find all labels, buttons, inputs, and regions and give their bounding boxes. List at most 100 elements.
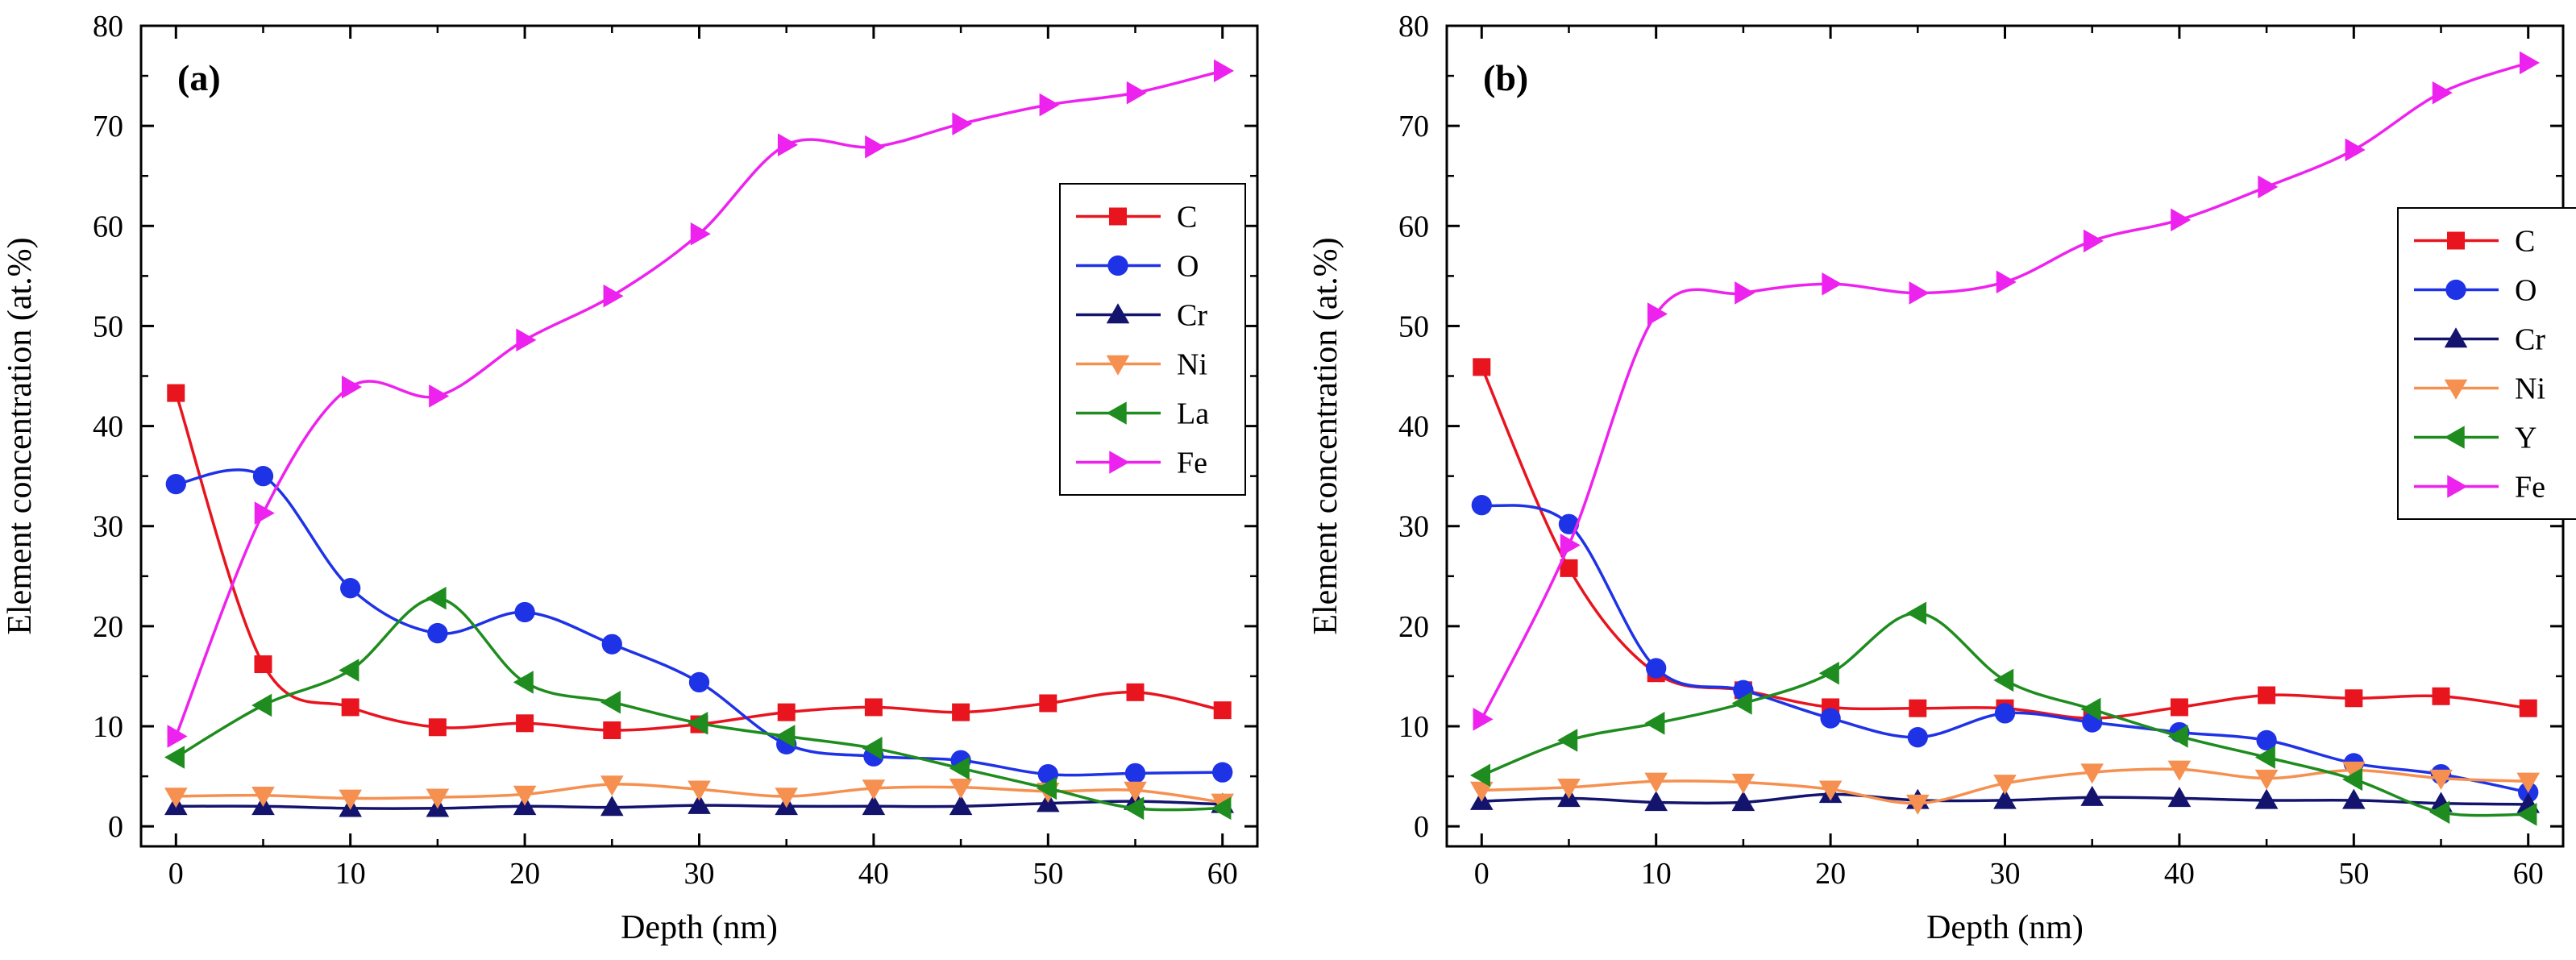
data-point-o — [514, 601, 535, 623]
x-tick-label: 0 — [1474, 857, 1490, 891]
panel-label: (b) — [1483, 57, 1528, 98]
data-point-o — [340, 578, 361, 599]
data-point-c — [864, 698, 883, 717]
legend-label-la: La — [1177, 397, 1209, 431]
data-point-y — [2080, 697, 2101, 721]
data-point-ni — [1731, 773, 1755, 794]
legend-marker-o — [2445, 279, 2466, 301]
data-point-fe — [690, 222, 711, 246]
data-point-fe — [2083, 229, 2104, 253]
data-point-la — [775, 725, 796, 748]
y-tick-label: 20 — [93, 610, 123, 644]
y-axis-label: Element concentration (at.%) — [2, 237, 39, 634]
data-point-cr — [2342, 788, 2366, 809]
data-point-ni — [2254, 769, 2279, 790]
data-point-cr — [2254, 788, 2279, 809]
data-point-ni — [1557, 779, 1581, 800]
data-point-ni — [513, 785, 537, 806]
data-point-cr — [949, 795, 973, 816]
y-tick-label: 60 — [1398, 210, 1429, 243]
data-point-c — [341, 698, 359, 717]
data-point-la — [251, 693, 272, 717]
data-point-ni — [1818, 780, 1843, 801]
data-point-c — [2345, 689, 2363, 708]
data-point-c — [1473, 358, 1491, 376]
data-point-cr — [2167, 787, 2192, 808]
data-point-o — [1907, 727, 1928, 748]
data-point-fe — [1126, 81, 1147, 105]
data-point-cr — [688, 793, 711, 814]
data-point-y — [1557, 729, 1578, 752]
data-point-ni — [600, 775, 624, 796]
data-point-fe — [2432, 81, 2453, 105]
series-line-o — [1481, 503, 2529, 794]
data-point-fe — [1473, 708, 1494, 731]
x-tick-label: 10 — [335, 857, 366, 891]
data-point-c — [952, 703, 970, 721]
data-point-fe — [341, 375, 362, 399]
y-tick-label: 30 — [1398, 510, 1429, 544]
y-tick-label: 40 — [93, 410, 123, 444]
data-point-fe — [777, 133, 799, 157]
x-tick-label: 30 — [684, 857, 715, 891]
data-point-o — [1820, 708, 1841, 729]
legend-box — [2397, 207, 2576, 520]
data-point-ni — [2167, 760, 2192, 781]
y-tick-label: 50 — [1398, 310, 1429, 343]
data-point-fe — [2171, 208, 2192, 232]
data-point-y — [1993, 668, 2014, 692]
data-point-y — [1644, 712, 1665, 735]
data-point-ni — [2080, 763, 2104, 784]
data-point-y — [2516, 802, 2537, 826]
data-point-fe — [516, 328, 537, 352]
data-point-la — [164, 746, 185, 769]
data-point-fe — [1213, 59, 1235, 83]
data-point-y — [2342, 767, 2363, 792]
data-point-c — [777, 703, 796, 721]
x-tick-label: 40 — [2164, 857, 2195, 891]
x-tick-label: 50 — [2338, 857, 2369, 891]
data-point-fe — [1909, 281, 1930, 305]
legend-marker-fe — [2447, 475, 2468, 498]
series-line-fe — [174, 69, 1224, 738]
legend-marker-y — [2444, 426, 2465, 449]
data-point-cr — [2080, 785, 2104, 806]
x-tick-label: 60 — [2513, 857, 2544, 891]
data-point-o — [165, 473, 186, 495]
legend-marker-ni — [1106, 355, 1130, 376]
data-point-ni — [949, 779, 973, 800]
legend-marker-cr — [2444, 327, 2468, 348]
data-point-o — [2256, 729, 2277, 751]
data-point-fe — [1822, 272, 1843, 296]
data-point-y — [1818, 661, 1839, 685]
legend-label-fe: Fe — [1177, 447, 1207, 480]
data-point-o — [601, 634, 622, 655]
data-point-fe — [254, 501, 275, 525]
y-tick-label: 0 — [1414, 810, 1429, 844]
data-point-o — [1471, 495, 1492, 516]
data-point-y — [1731, 692, 1752, 715]
data-point-fe — [2258, 175, 2279, 199]
data-point-o — [1212, 762, 1233, 783]
data-point-fe — [429, 384, 450, 408]
y-tick-label: 80 — [1398, 10, 1429, 44]
data-point-y — [2167, 725, 2188, 748]
data-point-c — [1039, 694, 1057, 713]
x-tick-label: 40 — [858, 857, 889, 891]
data-point-fe — [2345, 138, 2366, 162]
data-point-ni — [775, 788, 799, 808]
data-point-ni — [1469, 781, 1494, 802]
legend-marker-cr — [1106, 303, 1130, 324]
data-point-fe — [167, 725, 188, 748]
data-point-o — [688, 671, 710, 693]
panel-label: (a) — [177, 57, 221, 98]
data-point-c — [428, 718, 447, 737]
data-point-ni — [2516, 772, 2541, 793]
data-point-o — [252, 466, 274, 487]
data-point-la — [513, 671, 534, 694]
data-point-cr — [1993, 788, 2017, 809]
x-tick-label: 20 — [509, 857, 540, 891]
data-point-o — [1124, 763, 1146, 784]
data-point-c — [2432, 687, 2450, 705]
